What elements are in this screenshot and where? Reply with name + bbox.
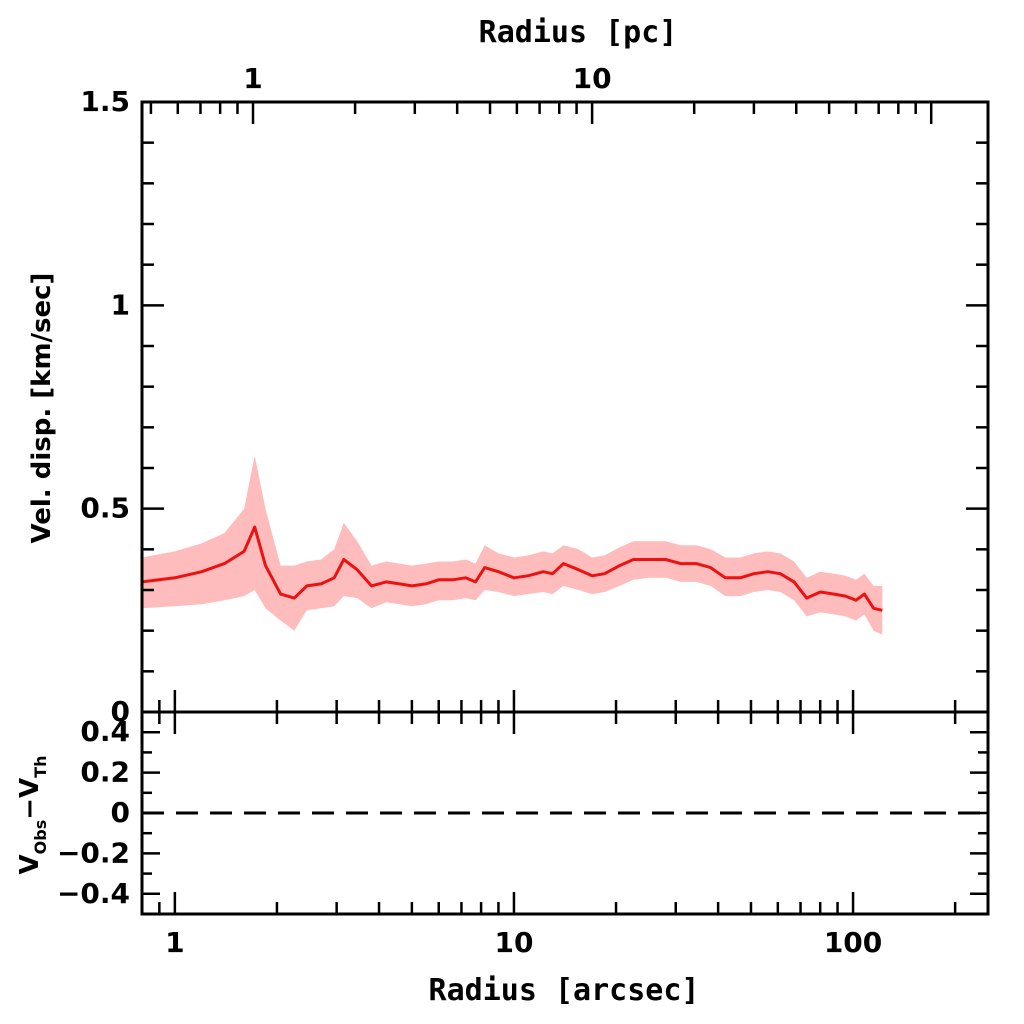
lower-y-tick-labels: 0.4 0.2 0 −0.2 −0.4 bbox=[57, 715, 130, 910]
upper-y-tick-label: 1.5 bbox=[80, 85, 130, 118]
x-axis-title: Radius [arcsec] bbox=[429, 973, 700, 1008]
top-axis-tick-labels: 1 10 bbox=[243, 62, 611, 95]
velocity-dispersion-line bbox=[141, 525, 883, 612]
top-axis-tick-label: 10 bbox=[573, 62, 612, 95]
upper-panel: 0 0.5 1 1.5 1 10 bbox=[80, 62, 988, 728]
top-axis-title: Radius [pc] bbox=[479, 15, 678, 50]
top-axis-ticks bbox=[149, 102, 933, 124]
lower-panel: 0.4 0.2 0 −0.2 −0.4 bbox=[57, 715, 988, 910]
lower-panel-frame bbox=[140, 710, 990, 916]
lower-y-tick-label: 0.4 bbox=[80, 715, 130, 748]
top-axis-tick-label: 1 bbox=[243, 62, 262, 95]
lower-y-axis-ticks bbox=[142, 730, 988, 896]
upper-y-axis-ticks bbox=[142, 141, 988, 673]
upper-y-tick-label: 0 bbox=[111, 695, 130, 728]
x-tick-label: 100 bbox=[824, 926, 882, 959]
lower-y-axis-title: VObs−VTh bbox=[15, 756, 50, 875]
x-tick-label: 1 bbox=[165, 926, 184, 959]
x-tick-label: 10 bbox=[494, 926, 533, 959]
x-axis-tick-labels: 1 10 100 bbox=[165, 926, 882, 959]
lower-y-tick-label: −0.4 bbox=[57, 877, 130, 910]
lower-y-tick-label: −0.2 bbox=[57, 836, 130, 869]
upper-y-tick-label: 1 bbox=[111, 288, 130, 321]
confidence-band bbox=[142, 455, 883, 635]
upper-y-tick-labels: 0 0.5 1 1.5 bbox=[80, 85, 130, 728]
upper-panel-frame bbox=[140, 100, 990, 714]
x-axis-ticks bbox=[140, 690, 957, 914]
lower-y-tick-label: 0 bbox=[111, 796, 130, 829]
upper-y-axis-title: Vel. disp. [km/sec] bbox=[27, 273, 57, 544]
lower-y-tick-label: 0.2 bbox=[80, 756, 130, 789]
upper-y-tick-label: 0.5 bbox=[80, 492, 130, 525]
